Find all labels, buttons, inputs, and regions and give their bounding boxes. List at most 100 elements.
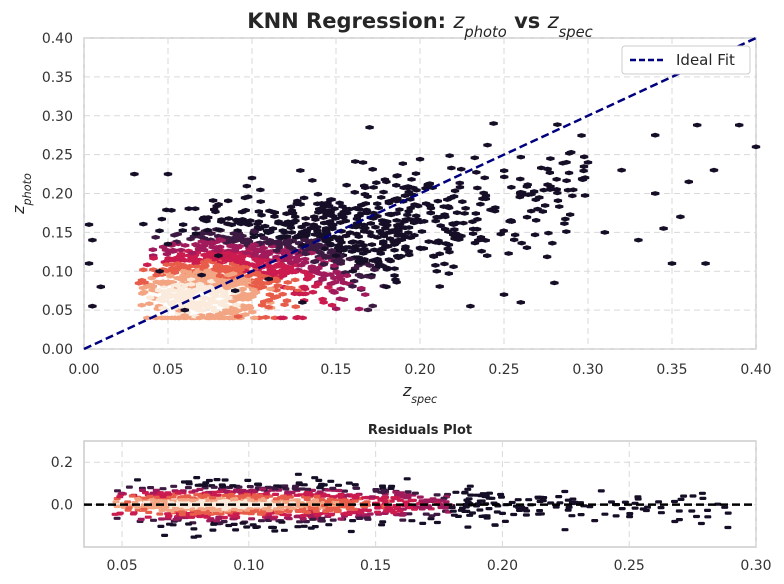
hexbin-point [281, 222, 290, 227]
residual-point [469, 511, 476, 515]
residual-point [406, 506, 413, 510]
residual-point [345, 507, 353, 511]
residual-point [213, 519, 220, 523]
residual-point [396, 509, 404, 513]
hexbin-point [200, 252, 209, 258]
hexbin-point [157, 281, 166, 286]
hexbin-point [280, 234, 289, 240]
hexbin-point [249, 251, 259, 257]
residual-point [178, 510, 186, 514]
legend-entry-ideal-fit: Ideal Fit [676, 51, 735, 69]
residual-point [337, 495, 345, 499]
residual-point [352, 496, 360, 500]
residual-point [220, 516, 228, 520]
hexbin-point [530, 232, 540, 238]
residual-point [129, 512, 137, 516]
hexbin-point [264, 230, 273, 236]
residual-point [112, 500, 120, 504]
hexbin-point [249, 234, 258, 240]
hexbin-point [553, 190, 562, 196]
residual-point [381, 495, 388, 500]
residual-point [391, 496, 399, 501]
hexbin-point [167, 262, 176, 267]
residual-point [202, 493, 210, 497]
hexbin-point [341, 233, 351, 239]
hexbin-point [377, 230, 386, 236]
hexbin-point [424, 239, 433, 244]
hexbin-point [168, 247, 178, 253]
residual-point [312, 509, 320, 513]
residual-point [704, 508, 711, 512]
hexbin-point [441, 226, 450, 232]
residual-point [264, 485, 272, 489]
hexbin-point [351, 205, 360, 211]
hexbin-point [224, 295, 233, 300]
y-tick-label: 0.05 [42, 303, 73, 319]
hexbin-point [371, 224, 380, 230]
hexbin-point [176, 297, 185, 302]
residual-point [427, 517, 435, 521]
hexbin-point [368, 303, 377, 309]
hexbin-point [162, 268, 172, 273]
hexbin-point [569, 187, 578, 193]
hexbin-point [361, 225, 370, 231]
hexbin-point [600, 230, 609, 235]
residual-point [125, 485, 133, 489]
hexbin-point [545, 187, 555, 192]
hexbin-point [339, 297, 349, 302]
hexbin-point [189, 255, 198, 261]
residual-point [693, 514, 700, 519]
residual-point [411, 491, 419, 495]
hexbin-point [264, 297, 273, 303]
residual-point [466, 484, 474, 488]
residual-point [564, 508, 572, 512]
hexbin-point [290, 291, 299, 297]
residual-point [388, 508, 396, 512]
residual-point [476, 508, 484, 512]
residual-point [174, 516, 182, 520]
residual-point [408, 519, 416, 523]
residual-point [353, 486, 361, 490]
hexbin-point [358, 160, 368, 165]
hexbin-point [440, 261, 449, 267]
hexbin-point [550, 280, 559, 286]
hexbin-point [543, 166, 552, 172]
hexbin-point [234, 314, 243, 319]
hexbin-point [460, 211, 469, 216]
hexbin-point [676, 214, 685, 220]
x-tick-label: 0.00 [68, 362, 99, 378]
residual-point [449, 509, 457, 513]
residuals-x-tick-label: 0.25 [614, 558, 645, 574]
hexbin-point [248, 309, 257, 315]
residual-point [309, 517, 317, 521]
hexbin-point [176, 289, 185, 295]
hexbin-point [545, 170, 554, 176]
hexbin-point [304, 275, 313, 281]
residual-point [510, 512, 518, 517]
residual-point [134, 478, 141, 482]
residual-point [229, 484, 237, 488]
hexbin-point [373, 213, 382, 219]
hexbin-point [324, 284, 333, 290]
hexbin-point [137, 302, 146, 308]
residual-point [193, 476, 201, 480]
residual-point [657, 506, 665, 510]
residual-point [268, 525, 276, 529]
hexbin-point [409, 185, 418, 191]
residual-point [230, 517, 238, 521]
hexbin-point [176, 247, 186, 253]
hexbin-point [301, 216, 310, 221]
residual-point [135, 498, 142, 502]
residuals-title: Residuals Plot [368, 423, 472, 438]
hexbin-point [207, 296, 216, 302]
residual-point [156, 512, 164, 516]
residual-point [300, 513, 308, 518]
x-axis-label: zspec [402, 381, 437, 406]
residual-point [158, 508, 166, 512]
hexbin-point [400, 219, 409, 224]
hexbin-point [300, 269, 309, 275]
hexbin-point [325, 237, 334, 242]
hexbin-point [328, 225, 337, 231]
hexbin-point [361, 185, 370, 191]
residual-point [303, 497, 311, 501]
